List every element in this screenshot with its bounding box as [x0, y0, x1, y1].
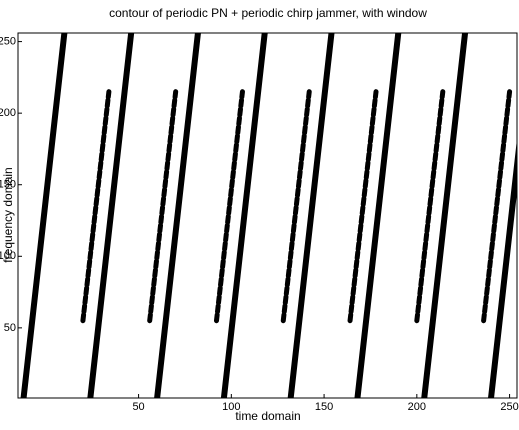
- jammer-contour: [154, 33, 201, 398]
- jammer-contour: [421, 33, 469, 398]
- y-axis-label: frequency domain: [1, 167, 15, 262]
- chart-title: contour of periodic PN + periodic chirp …: [109, 6, 427, 20]
- pn-contour: [213, 89, 245, 324]
- y-tick-label: 250: [0, 35, 16, 47]
- jammer-contour: [354, 33, 402, 398]
- jammer-contour: [488, 138, 517, 398]
- pn-contour: [481, 89, 513, 324]
- pn-contour: [347, 89, 379, 324]
- pn-contour: [147, 89, 179, 324]
- pn-contour: [280, 89, 312, 324]
- jammer-contour: [20, 33, 68, 398]
- y-tick-label: 50: [4, 322, 16, 334]
- x-tick-label: 150: [315, 401, 333, 413]
- x-tick-label: 50: [132, 401, 144, 413]
- x-tick-label: 200: [408, 401, 426, 413]
- jammer-contour: [220, 33, 268, 398]
- contour-group: [20, 33, 517, 398]
- pn-contour: [414, 89, 446, 324]
- x-tick-label: 250: [500, 401, 518, 413]
- y-tick-label: 150: [0, 179, 16, 191]
- x-axis-label: time domain: [235, 409, 300, 423]
- y-tick-label: 200: [0, 107, 16, 119]
- jammer-contour: [87, 33, 135, 398]
- pn-contour: [80, 89, 112, 324]
- x-tick-label: 100: [222, 401, 240, 413]
- y-tick-label: 100: [0, 250, 16, 262]
- jammer-contour: [287, 33, 335, 398]
